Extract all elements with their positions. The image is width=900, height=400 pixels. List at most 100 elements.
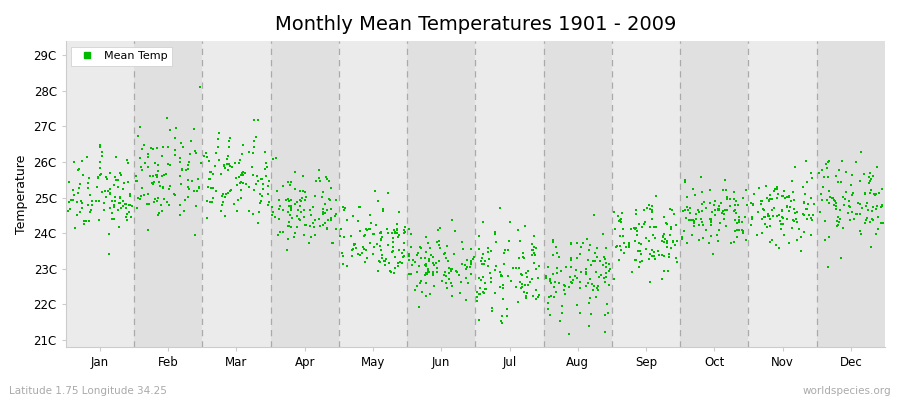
Point	[367, 230, 382, 237]
Point	[563, 274, 578, 280]
Point	[776, 214, 790, 221]
Point	[398, 224, 412, 230]
Point	[181, 166, 195, 172]
Point	[638, 218, 652, 225]
Point	[780, 202, 795, 209]
Point	[869, 164, 884, 170]
Point	[104, 210, 119, 216]
Point	[230, 182, 244, 188]
Point	[129, 178, 143, 184]
Point	[697, 199, 711, 206]
Point	[627, 257, 642, 263]
Point	[532, 262, 546, 269]
Point	[488, 267, 502, 273]
Point	[498, 246, 512, 253]
Point	[375, 255, 390, 261]
Point	[292, 203, 307, 210]
Point	[687, 218, 701, 224]
Point	[826, 196, 841, 203]
Point	[790, 209, 805, 215]
Point	[616, 240, 631, 246]
Point	[718, 177, 733, 183]
Point	[788, 164, 802, 170]
Point	[190, 187, 204, 194]
Point	[113, 205, 128, 212]
Point	[112, 200, 127, 206]
Point	[108, 194, 122, 200]
Point	[364, 220, 379, 227]
Point	[308, 217, 322, 223]
Point	[500, 306, 514, 312]
Point	[119, 205, 133, 211]
Point	[194, 160, 208, 166]
Point	[121, 179, 135, 186]
Point	[794, 248, 808, 254]
Point	[833, 255, 848, 262]
Point	[293, 198, 308, 204]
Point	[385, 244, 400, 250]
Point	[297, 214, 311, 220]
Title: Monthly Mean Temperatures 1901 - 2009: Monthly Mean Temperatures 1901 - 2009	[274, 15, 676, 34]
Point	[762, 222, 777, 229]
Point	[420, 270, 435, 277]
Point	[494, 273, 508, 280]
Point	[661, 244, 675, 250]
Point	[102, 251, 116, 257]
Point	[481, 263, 495, 269]
Point	[470, 298, 484, 304]
Point	[137, 142, 151, 149]
Point	[515, 272, 529, 278]
Point	[660, 240, 674, 246]
Point	[669, 222, 683, 228]
Point	[599, 263, 614, 270]
Point	[288, 169, 302, 176]
Point	[670, 258, 684, 265]
Point	[502, 219, 517, 225]
Point	[643, 278, 657, 285]
Point	[445, 283, 459, 289]
Point	[632, 240, 646, 246]
Point	[395, 249, 410, 256]
Point	[572, 278, 587, 285]
Point	[284, 178, 298, 185]
Point	[642, 202, 656, 208]
Point	[107, 204, 122, 210]
Point	[75, 200, 89, 206]
Point	[418, 248, 433, 255]
Point	[512, 265, 526, 271]
Point	[181, 184, 195, 190]
Point	[266, 208, 280, 215]
Point	[866, 204, 880, 211]
Point	[646, 232, 661, 238]
Point	[147, 178, 161, 185]
Point	[692, 222, 706, 228]
Point	[663, 226, 678, 232]
Point	[543, 312, 557, 319]
Point	[495, 273, 509, 280]
Point	[132, 196, 147, 202]
Point	[229, 175, 243, 181]
Point	[151, 211, 166, 218]
Point	[365, 251, 380, 258]
Point	[69, 211, 84, 218]
Point	[732, 216, 746, 223]
Point	[209, 149, 223, 156]
Point	[770, 184, 785, 190]
Point	[661, 268, 675, 274]
Point	[845, 209, 859, 216]
Point	[140, 151, 155, 158]
Point	[390, 226, 404, 233]
Point	[720, 196, 734, 202]
Point	[825, 195, 840, 202]
Point	[276, 183, 291, 189]
Point	[429, 260, 444, 266]
Point	[697, 222, 711, 228]
Point	[383, 268, 398, 275]
Point	[261, 178, 275, 184]
Point	[284, 197, 298, 204]
Point	[678, 179, 692, 185]
Point	[452, 272, 466, 278]
Point	[390, 230, 404, 236]
Point	[550, 270, 564, 276]
Point	[473, 258, 488, 265]
